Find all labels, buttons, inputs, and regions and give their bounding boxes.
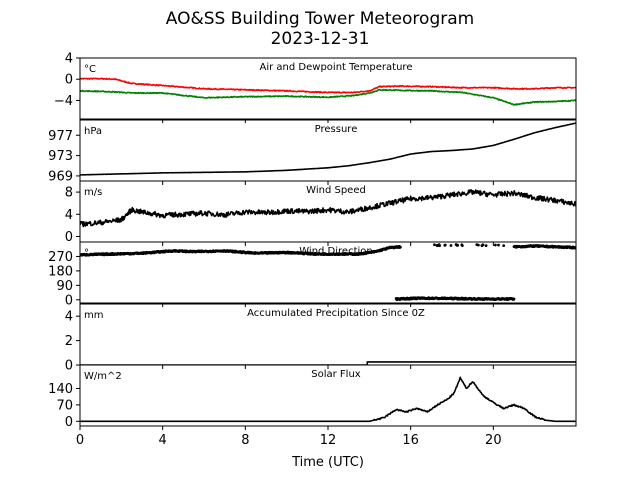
panel-4-ytick-label: 0 <box>65 293 73 308</box>
x-tick-label: 8 <box>241 433 249 448</box>
x-tick-label: 4 <box>159 433 167 448</box>
panel-3-ytick-label: 4 <box>65 208 73 223</box>
wind-direction-point <box>460 244 464 248</box>
panel-6-ytick-label: 0 <box>65 415 73 430</box>
panel-5-ytick-label: 2 <box>65 334 73 349</box>
panel-2-title: Pressure <box>315 124 358 135</box>
wind-direction-point <box>438 244 441 248</box>
wind-direction-point <box>484 244 488 248</box>
panel-6-series-1-line <box>80 376 576 423</box>
panel-5-ytick-label: 4 <box>65 310 73 325</box>
panel-3-plot <box>80 189 576 228</box>
wind-direction-point <box>456 243 460 247</box>
wind-direction-point <box>476 243 480 247</box>
panel-4-unit: ° <box>84 248 89 259</box>
panel-2: Pressure hPa 977 973 969 <box>48 119 577 185</box>
panel-1-series-1-line <box>80 77 576 94</box>
panel-5-title: Accumulated Precipitation Since 0Z <box>247 308 425 319</box>
x-tick-label: 0 <box>76 433 84 448</box>
panel-2-unit: hPa <box>84 126 102 137</box>
wind-direction-point <box>494 243 497 247</box>
wind-direction-point <box>398 245 402 249</box>
panel-5-series-1-line <box>80 361 576 365</box>
wind-direction-point <box>443 243 447 247</box>
panel-3-ytick-label: 8 <box>65 186 73 201</box>
panel-5-unit: mm <box>84 310 103 321</box>
panel-4-ytick-label: 270 <box>48 250 73 265</box>
panel-5-ytick-label: 0 <box>65 359 73 374</box>
panel-4-title: Wind Direction <box>299 246 373 257</box>
panel-6-unit: W/m^2 <box>84 371 122 382</box>
panel-6-title: Solar Flux <box>311 369 361 380</box>
panel-3-unit: m/s <box>84 187 102 198</box>
wind-direction-point <box>512 297 516 301</box>
x-tick-label: 16 <box>402 433 419 448</box>
panel-6-plot <box>80 376 576 423</box>
wind-direction-point <box>497 243 500 247</box>
panel-1-plot <box>80 77 576 106</box>
panel-1-ytick-label: −4 <box>54 94 73 109</box>
panel-2-ytick-label: 973 <box>48 149 73 164</box>
panel-3-title: Wind Speed <box>306 185 366 196</box>
x-tick-label: 12 <box>320 433 337 448</box>
panel-4-ytick-label: 180 <box>48 264 73 279</box>
panel-5-plot <box>80 361 576 365</box>
panel-2-series-1-line <box>80 122 576 176</box>
panel-6-ytick-label: 70 <box>56 398 73 413</box>
panel-2-ytick-label: 977 <box>48 129 73 144</box>
x-axis: 0 4 8 12 16 20 <box>76 433 502 448</box>
panel-3-series-1-line <box>80 189 576 228</box>
wind-direction-point <box>449 244 453 247</box>
wind-direction-point <box>481 243 485 247</box>
x-axis-label: Time (UTC) <box>291 455 364 470</box>
panel-1-unit: °C <box>84 64 96 75</box>
panel-1-ytick-label: 0 <box>65 73 73 88</box>
panel-1-series-2-line <box>80 88 576 106</box>
figure-subtitle: 2023-12-31 <box>271 29 370 49</box>
panel-1-title: Air and Dewpoint Temperature <box>260 62 413 73</box>
panel-2-plot <box>80 122 576 176</box>
panel-3-ytick-label: 0 <box>65 230 73 245</box>
panel-1-ytick-label: 4 <box>65 52 73 67</box>
panel-6-ytick-label: 140 <box>48 382 73 397</box>
wind-direction-point <box>502 244 506 248</box>
wind-direction-point <box>433 243 436 247</box>
panel-1: Air and Dewpoint Temperature °C 4 0 −4 <box>54 52 577 123</box>
panel-5: Accumulated Precipitation Since 0Z mm 4 2 0 <box>65 303 577 374</box>
figure-title: AO&SS Building Tower Meteorogram <box>166 9 474 29</box>
x-tick-label: 20 <box>485 433 502 448</box>
panels-group: Air and Dewpoint Temperature °C 4 0 −4 Pressu… <box>48 52 577 430</box>
panel-4-plot <box>80 243 576 302</box>
panel-2-ytick-label: 969 <box>48 169 73 184</box>
panel-4-ytick-label: 90 <box>56 279 73 294</box>
